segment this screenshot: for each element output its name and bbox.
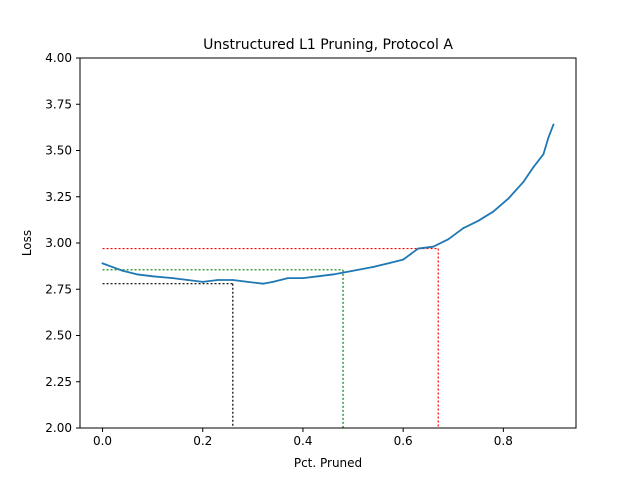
data-point — [492, 210, 495, 213]
y-tick-label: 3.75 — [45, 97, 72, 111]
data-point — [542, 153, 545, 156]
data-point — [522, 181, 525, 183]
x-tick-label: 0.0 — [93, 434, 112, 448]
x-tick-label: 0.8 — [494, 434, 513, 448]
data-point — [552, 123, 555, 126]
x-tick-label: 0.4 — [293, 434, 312, 448]
data-point — [432, 245, 435, 248]
data-point — [302, 277, 304, 280]
data-point — [231, 279, 234, 281]
y-tick-label: 3.00 — [45, 236, 72, 250]
data-point — [151, 275, 154, 278]
x-tick-label: 0.6 — [394, 434, 413, 448]
y-tick-label: 3.25 — [45, 190, 72, 204]
x-tick-label: 0.2 — [193, 434, 212, 448]
y-axis-ticks: 2.00 2.25 2.50 2.75 3.00 3.25 3.50 3.75 4.00 — [45, 51, 80, 435]
reference-lines — [102, 247, 439, 428]
data-point — [271, 280, 274, 283]
data-point — [387, 262, 390, 265]
data-point — [532, 166, 535, 169]
chart-title: Unstructured L1 Pruning, Protocol A — [203, 37, 453, 53]
data-point — [352, 269, 354, 272]
y-tick-label: 2.25 — [45, 375, 72, 389]
data-point — [111, 266, 114, 268]
x-axis-label: Pct. Pruned — [294, 456, 362, 470]
data-point — [136, 273, 139, 276]
data-point — [477, 219, 480, 222]
data-point — [372, 266, 374, 268]
data-point — [317, 275, 319, 278]
data-point — [246, 280, 249, 283]
data-point — [332, 273, 334, 276]
data-point — [186, 279, 189, 281]
data-point — [547, 136, 550, 139]
x-axis-ticks: 0.0 0.2 0.4 0.6 0.8 — [93, 428, 513, 448]
data-point — [447, 238, 450, 241]
y-tick-label: 3.50 — [45, 144, 72, 158]
data-point — [121, 269, 124, 272]
y-axis-label: Loss — [20, 230, 34, 256]
data-point — [101, 262, 104, 265]
series-layer — [101, 123, 555, 285]
data-point — [507, 197, 510, 200]
data-point — [417, 247, 420, 250]
data-point — [287, 277, 289, 280]
y-tick-label: 2.75 — [45, 282, 72, 296]
y-tick-label: 4.00 — [45, 51, 72, 65]
y-tick-label: 2.00 — [45, 421, 72, 435]
data-point — [402, 258, 405, 261]
data-point — [462, 227, 465, 230]
data-point — [201, 280, 204, 283]
data-point — [261, 282, 264, 285]
y-tick-label: 2.50 — [45, 329, 72, 343]
data-point — [171, 277, 174, 280]
data-point — [216, 279, 219, 281]
